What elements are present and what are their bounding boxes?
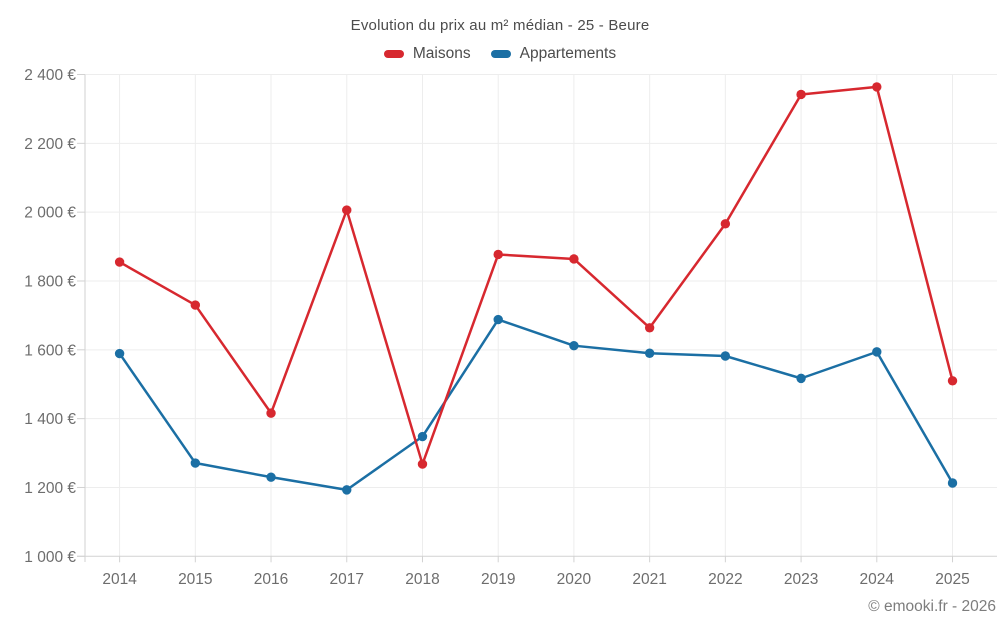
maisons-point[interactable] xyxy=(720,219,731,229)
legend-item-appartements[interactable]: Appartements xyxy=(490,45,617,63)
credit-watermark: © emooki.fr - 2026 xyxy=(868,598,996,615)
appartements-point[interactable] xyxy=(796,373,806,384)
maisons-point[interactable] xyxy=(493,249,503,260)
y-axis-tick-label: 1 400 € xyxy=(24,411,76,428)
maisons-point[interactable] xyxy=(342,205,352,215)
appartements-line xyxy=(118,318,954,492)
maisons-point[interactable] xyxy=(266,408,276,418)
x-axis-tick-label: 2024 xyxy=(860,571,895,588)
maisons-point[interactable] xyxy=(796,89,806,100)
appartements-point[interactable] xyxy=(569,340,579,351)
appartements-point[interactable] xyxy=(872,347,882,357)
maisons-point[interactable] xyxy=(644,323,655,333)
x-axis-tick-label: 2014 xyxy=(102,571,137,588)
appartements-point[interactable] xyxy=(493,314,503,325)
maisons-line xyxy=(118,85,954,466)
legend-label-appartements: Appartements xyxy=(519,45,617,62)
y-axis-tick-label: 1 600 € xyxy=(24,342,76,359)
x-axis-tick-label: 2022 xyxy=(708,571,742,588)
x-axis-tick-label: 2018 xyxy=(405,571,439,588)
appartements-point[interactable] xyxy=(644,348,655,358)
maisons-color-swatch xyxy=(383,50,404,58)
appartements-point[interactable] xyxy=(720,351,731,361)
maisons-point[interactable] xyxy=(417,459,428,469)
y-axis-tick-label: 2 000 € xyxy=(24,205,76,222)
x-axis-tick-label: 2025 xyxy=(935,571,969,588)
chart-legend: Maisons Appartements xyxy=(0,45,1000,63)
appartements-point[interactable] xyxy=(114,348,125,359)
appartements-point[interactable] xyxy=(417,431,428,442)
x-axis-tick-label: 2015 xyxy=(178,571,212,588)
x-axis-tick-label: 2019 xyxy=(481,571,515,588)
legend-label-maisons: Maisons xyxy=(412,45,471,62)
x-axis-tick-label: 2021 xyxy=(632,571,666,588)
x-axis-tick-label: 2016 xyxy=(254,571,288,588)
y-axis-tick-label: 1 200 € xyxy=(24,480,76,497)
maisons-point[interactable] xyxy=(190,300,201,310)
legend-item-maisons[interactable]: Maisons xyxy=(383,45,471,63)
appartements-point[interactable] xyxy=(266,472,276,482)
maisons-point[interactable] xyxy=(872,82,882,92)
chart-title: Evolution du prix au m² médian - 25 - Be… xyxy=(350,17,650,34)
y-axis-tick-label: 1 800 € xyxy=(24,273,76,290)
appartements-point[interactable] xyxy=(342,485,352,495)
x-axis-tick-label: 2020 xyxy=(557,571,592,588)
y-axis-tick-label: 2 400 € xyxy=(24,67,76,84)
maisons-point[interactable] xyxy=(947,376,958,386)
x-axis-tick-label: 2017 xyxy=(330,571,364,588)
maisons-point[interactable] xyxy=(569,254,579,264)
appartements-point[interactable] xyxy=(190,458,201,468)
y-axis-tick-label: 1 000 € xyxy=(24,549,76,566)
appartements-color-swatch xyxy=(490,50,511,58)
maisons-point[interactable] xyxy=(114,257,125,267)
y-axis-tick-label: 2 200 € xyxy=(24,136,76,153)
x-axis-tick-label: 2023 xyxy=(784,571,818,588)
appartements-point[interactable] xyxy=(947,478,958,488)
